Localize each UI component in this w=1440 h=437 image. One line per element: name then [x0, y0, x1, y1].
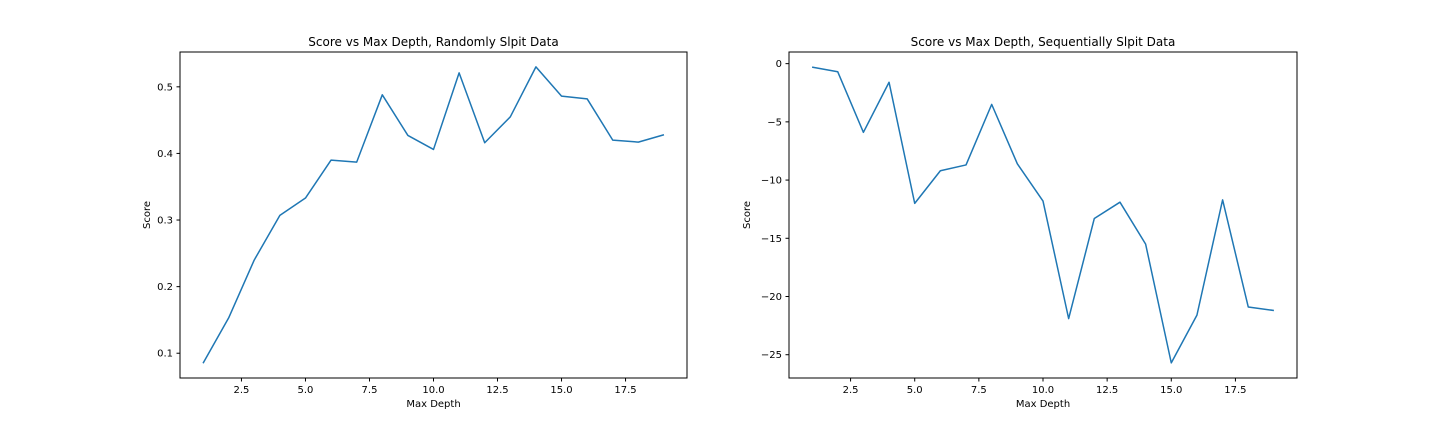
data-point: [662, 133, 665, 136]
data-point: [1272, 309, 1275, 312]
data-point: [1195, 314, 1198, 317]
data-point: [1042, 200, 1045, 203]
data-point: [586, 97, 589, 100]
x-tick-label: 15.0: [550, 385, 572, 396]
data-point: [355, 161, 358, 164]
x-tick-label: 17.5: [614, 385, 636, 396]
x-axis-label: Max Depth: [1016, 399, 1070, 410]
x-tick-label: 5.0: [298, 385, 314, 396]
data-point: [836, 70, 839, 73]
y-tick-label: 0.2: [157, 282, 173, 293]
series-line: [811, 66, 1275, 364]
plot-frame: [179, 51, 688, 379]
data-point: [1093, 217, 1096, 220]
data-point: [637, 141, 640, 144]
data-point: [1016, 162, 1019, 165]
y-tick-label: 0.3: [157, 216, 173, 227]
plot-frame: [788, 51, 1298, 379]
x-tick-label: 2.5: [234, 385, 250, 396]
x-tick-label: 15.0: [1160, 385, 1182, 396]
data-point: [278, 214, 281, 217]
x-tick-label: 7.5: [362, 385, 378, 396]
data-point: [227, 316, 230, 319]
x-axis-label: Max Depth: [406, 399, 460, 410]
data-point: [509, 115, 512, 118]
y-tick-label: −5: [767, 117, 782, 128]
data-point: [888, 81, 891, 84]
data-point: [381, 93, 384, 96]
data-point: [458, 71, 461, 74]
x-tick-label: 12.5: [486, 385, 508, 396]
chart-panel-1: 2.5 5.0 7.5 10.0 12.5 15.0 17.5 0.1 0.2 0.3 0.4 0.5…: [142, 35, 688, 410]
data-point: [202, 362, 205, 365]
data-point: [811, 66, 814, 69]
data-point: [1247, 305, 1250, 308]
data-point: [1170, 361, 1173, 364]
data-point: [1067, 317, 1070, 320]
y-axis-label: Score: [142, 201, 153, 229]
data-point: [611, 139, 614, 142]
data-point: [990, 103, 993, 106]
x-tick-label: 7.5: [971, 385, 987, 396]
y-tick-label: 0: [776, 59, 782, 70]
y-axis-label: Score: [742, 201, 753, 229]
data-point: [1144, 243, 1147, 246]
data-point: [862, 131, 865, 134]
y-tick-label: −20: [761, 292, 782, 303]
x-tick-label: 10.0: [1032, 385, 1054, 396]
y-tick-label: −10: [761, 176, 782, 187]
x-tick-label: 10.0: [422, 385, 444, 396]
x-tick-label: 17.5: [1224, 385, 1246, 396]
chart-panel-2: 2.5 5.0 7.5 10.0 12.5 15.0 17.5 0 −5 −10 −15 −20 −25…: [742, 35, 1298, 410]
data-point: [330, 159, 333, 162]
data-point: [253, 258, 256, 261]
x-tick-label: 12.5: [1096, 385, 1118, 396]
y-tick-label: 0.1: [157, 349, 173, 360]
y-tick-label: 0.4: [157, 149, 173, 160]
data-point: [304, 197, 307, 200]
data-point: [432, 148, 435, 151]
data-point: [939, 169, 942, 172]
data-point: [560, 95, 563, 98]
chart-title: Score vs Max Depth, Sequentially Slpit D…: [911, 35, 1176, 49]
y-tick-label: −15: [761, 234, 782, 245]
data-point: [534, 65, 537, 68]
x-tick-label: 2.5: [843, 385, 859, 396]
y-tick-label: 0.5: [157, 82, 173, 93]
data-point: [1221, 198, 1224, 201]
data-point: [965, 163, 968, 166]
x-tick-label: 5.0: [907, 385, 923, 396]
data-point: [483, 141, 486, 144]
data-point: [1118, 201, 1121, 204]
y-tick-label: −25: [761, 350, 782, 361]
data-point: [913, 202, 916, 205]
chart-title: Score vs Max Depth, Randomly Slpit Data: [308, 35, 558, 49]
data-point: [406, 134, 409, 137]
series-line: [202, 66, 665, 364]
